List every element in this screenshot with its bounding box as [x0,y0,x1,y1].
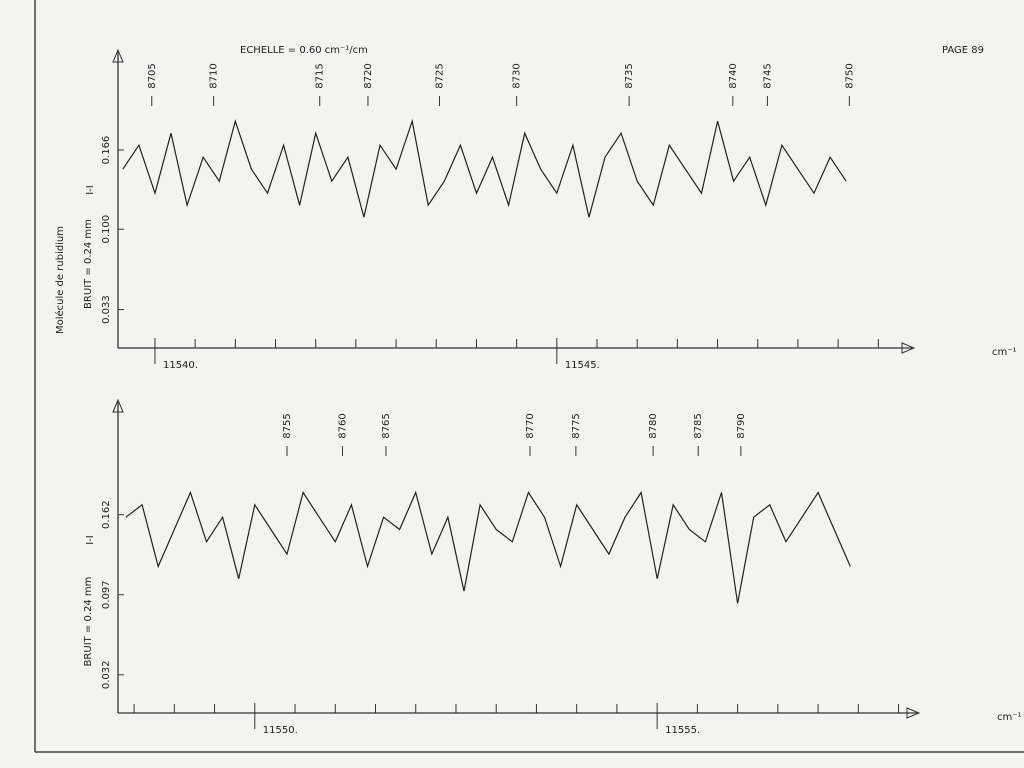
line-label: 8710 [209,63,220,88]
x-axis-arrow [906,707,921,719]
y-tick-label: 0.100 [101,215,112,244]
y-tick-label: 0.162 [101,500,112,529]
line-label: 8735 [624,63,635,88]
line-label: 8775 [571,413,582,438]
line-label: 8740 [728,63,739,88]
x-axis-label: cm⁻¹ [997,712,1022,723]
line-label: 8720 [363,63,374,88]
y-tick-label: 0.097 [101,580,112,609]
line-label: 8765 [381,413,392,438]
y-axis-arrow [112,48,124,63]
line-label: 8745 [762,63,773,88]
page-number: PAGE 89 [942,45,984,56]
line-label: 8785 [693,413,704,438]
line-label: 8780 [648,413,659,438]
line-label: 8755 [282,413,293,438]
line-label: 8730 [512,63,523,88]
line-label: 8750 [844,63,855,88]
y-axis-label: BRUIT = 0.24 mm [83,219,94,309]
line-label: 8790 [736,413,747,438]
x-axis-label: cm⁻¹ [992,347,1017,358]
y-tick-label: 0.033 [101,295,112,324]
y-axis-arrow [112,398,124,413]
annotation: I-I [85,535,96,545]
line-label: 8705 [147,63,158,88]
line-label: 8770 [525,413,536,438]
side-label: Molécule de rubidium [54,226,66,334]
scale-note: ECHELLE = 0.60 cm⁻¹/cm [240,45,368,56]
spectrum-trace [125,490,851,604]
annotation: I-I [85,185,96,195]
x-tick-label: 11545. [565,360,600,371]
line-label: 8715 [315,63,326,88]
x-axis-arrow [901,342,916,354]
y-axis-label: BRUIT = 0.24 mm [83,577,94,667]
line-label: 8760 [338,413,349,438]
spectrum-trace [122,118,847,218]
x-tick-label: 11555. [665,725,700,736]
x-tick-label: 11550. [263,725,298,736]
y-tick-label: 0.032 [101,660,112,689]
x-tick-label: 11540. [163,360,198,371]
y-tick-label: 0.166 [101,136,112,165]
line-label: 8725 [434,63,445,88]
